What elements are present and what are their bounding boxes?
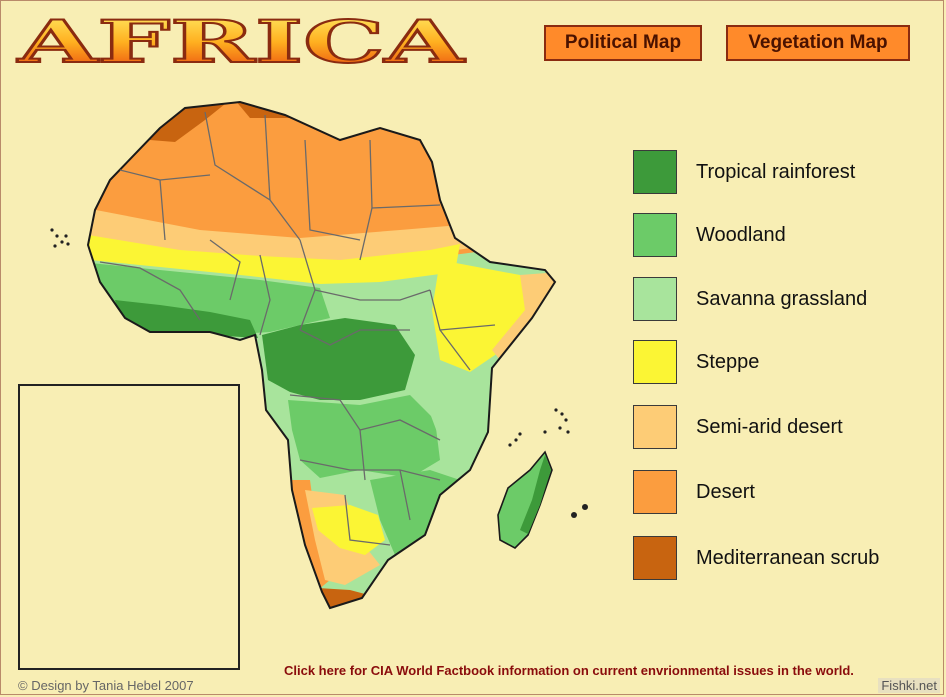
africa-outline bbox=[86, 100, 557, 610]
legend-swatch-woodland bbox=[633, 213, 677, 257]
legend-item-semi-arid-desert: Semi-arid desert bbox=[633, 404, 843, 450]
watermark-label: Fishki.net bbox=[878, 678, 940, 693]
legend-swatch-desert bbox=[633, 470, 677, 514]
legend-item-mediterranean-scrub: Mediterranean scrub bbox=[633, 535, 879, 581]
legend-item-woodland: Woodland bbox=[633, 212, 786, 258]
legend-swatch-mediterranean-scrub bbox=[633, 536, 677, 580]
africa-title: AFRICA bbox=[15, 14, 467, 70]
zone-steppe-sahel bbox=[88, 232, 460, 284]
cia-factbook-link[interactable]: Click here for CIA World Factbook inform… bbox=[284, 663, 854, 678]
legend-label-semi-arid-desert: Semi-arid desert bbox=[696, 415, 843, 438]
legend-label-desert: Desert bbox=[696, 480, 755, 503]
zone-savanna-east bbox=[420, 360, 490, 455]
zone-mediterranean-south bbox=[318, 588, 380, 608]
zone-rainforest-congo bbox=[262, 318, 415, 400]
legend-label-savanna-grassland: Savanna grassland bbox=[696, 287, 868, 310]
island-markers bbox=[50, 228, 588, 518]
madagascar-east-rainforest bbox=[520, 455, 551, 534]
political-map-button[interactable]: Political Map bbox=[544, 25, 702, 61]
legend-swatch-steppe bbox=[633, 340, 677, 384]
zone-woodland-central bbox=[288, 395, 440, 478]
legend-swatch-savanna-grassland bbox=[633, 277, 677, 321]
legend-item-steppe: Steppe bbox=[633, 339, 759, 385]
zone-semiarid-horn bbox=[492, 272, 555, 360]
legend-swatch-semi-arid-desert bbox=[633, 405, 677, 449]
vegetation-map-button[interactable]: Vegetation Map bbox=[726, 25, 910, 61]
design-credit: © Design by Tania Hebel 2007 bbox=[18, 678, 194, 693]
legend-item-savanna-grassland: Savanna grassland bbox=[633, 276, 867, 322]
africa-title-text: AFRICA bbox=[16, 14, 466, 70]
legend-label-mediterranean-scrub: Mediterranean scrub bbox=[696, 546, 880, 569]
legend-item-desert: Desert bbox=[633, 469, 755, 515]
legend-label-tropical-rainforest: Tropical rainforest bbox=[696, 160, 856, 183]
info-panel bbox=[18, 384, 240, 670]
zone-rainforest-west bbox=[115, 300, 258, 338]
legend-label-steppe: Steppe bbox=[696, 350, 760, 373]
zone-woodland-southeast bbox=[370, 470, 460, 555]
legend-item-tropical-rainforest: Tropical rainforest bbox=[633, 149, 855, 195]
legend-swatch-tropical-rainforest bbox=[633, 150, 677, 194]
legend-label-woodland: Woodland bbox=[696, 223, 786, 246]
country-borders bbox=[99, 111, 496, 546]
